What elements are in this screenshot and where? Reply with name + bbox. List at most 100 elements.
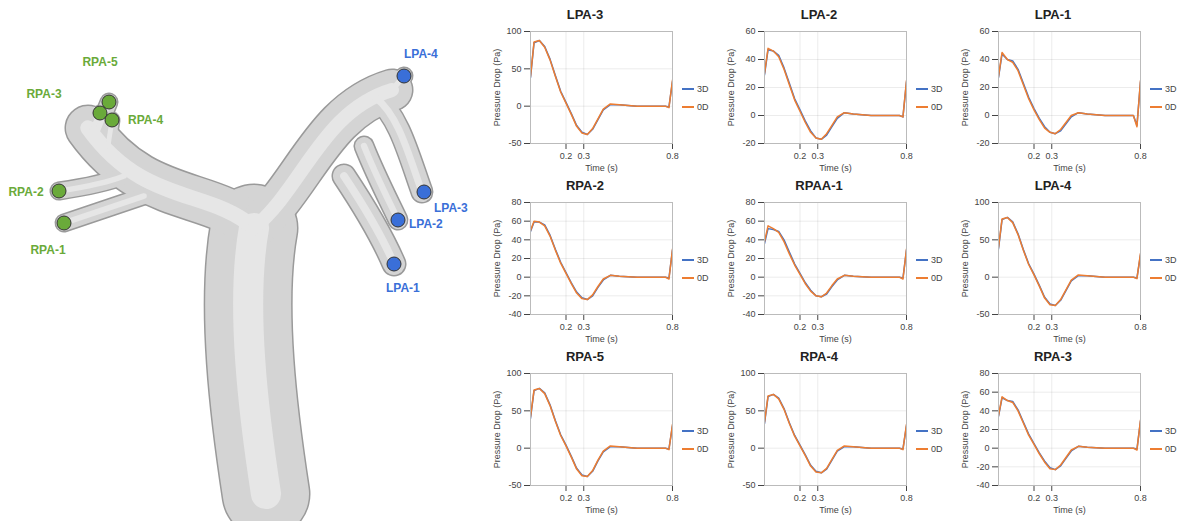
svg-text:Pressure Drop (Pa): Pressure Drop (Pa) <box>726 220 736 298</box>
svg-text:20: 20 <box>979 82 989 92</box>
svg-text:0: 0 <box>750 443 755 453</box>
svg-text:0.3: 0.3 <box>577 151 590 161</box>
svg-text:60: 60 <box>979 387 989 397</box>
svg-text:-20: -20 <box>976 462 989 472</box>
svg-text:Time (s): Time (s) <box>1053 163 1086 173</box>
svg-text:50: 50 <box>979 235 989 245</box>
svg-text:60: 60 <box>979 26 989 36</box>
svg-text:0.2: 0.2 <box>1028 151 1041 161</box>
svg-text:80: 80 <box>979 368 989 378</box>
svg-text:RPA-1: RPA-1 <box>30 243 65 257</box>
svg-text:40: 40 <box>979 406 989 416</box>
svg-text:40: 40 <box>511 235 521 245</box>
svg-text:Time (s): Time (s) <box>585 163 618 173</box>
svg-text:0.3: 0.3 <box>1045 322 1058 332</box>
svg-text:0: 0 <box>516 101 521 111</box>
svg-text:Time (s): Time (s) <box>585 334 618 344</box>
svg-text:-40: -40 <box>742 309 755 319</box>
svg-text:0.2: 0.2 <box>560 493 573 503</box>
svg-text:0.8: 0.8 <box>1134 322 1147 332</box>
svg-text:0.2: 0.2 <box>794 322 807 332</box>
svg-text:-50: -50 <box>742 480 755 490</box>
svg-text:50: 50 <box>511 64 521 74</box>
svg-text:Time (s): Time (s) <box>1053 505 1086 515</box>
svg-text:Time (s): Time (s) <box>819 163 852 173</box>
svg-text:0.3: 0.3 <box>811 493 824 503</box>
svg-text:-50: -50 <box>976 309 989 319</box>
svg-text:Pressure Drop (Pa): Pressure Drop (Pa) <box>960 49 970 127</box>
svg-text:LPA-4: LPA-4 <box>404 47 438 61</box>
svg-text:Time (s): Time (s) <box>819 505 852 515</box>
svg-text:100: 100 <box>974 197 989 207</box>
svg-text:0.8: 0.8 <box>666 493 679 503</box>
svg-text:0.3: 0.3 <box>811 151 824 161</box>
svg-text:0: 0 <box>750 110 755 120</box>
svg-text:20: 20 <box>511 253 521 263</box>
svg-text:50: 50 <box>745 406 755 416</box>
svg-text:LPA-2: LPA-2 <box>409 217 443 231</box>
svg-text:0.2: 0.2 <box>1028 493 1041 503</box>
svg-text:20: 20 <box>745 253 755 263</box>
svg-text:Time (s): Time (s) <box>1053 334 1086 344</box>
svg-text:0.3: 0.3 <box>811 322 824 332</box>
svg-text:0.8: 0.8 <box>666 151 679 161</box>
svg-text:0: 0 <box>516 272 521 282</box>
svg-text:LPA-1: LPA-1 <box>386 281 420 295</box>
svg-text:Pressure Drop (Pa): Pressure Drop (Pa) <box>726 391 736 469</box>
svg-text:0.3: 0.3 <box>1045 151 1058 161</box>
svg-text:0.2: 0.2 <box>560 322 573 332</box>
svg-text:100: 100 <box>740 368 755 378</box>
svg-text:40: 40 <box>745 54 755 64</box>
svg-text:0: 0 <box>984 443 989 453</box>
svg-text:-20: -20 <box>976 138 989 148</box>
svg-text:50: 50 <box>511 406 521 416</box>
svg-text:0.8: 0.8 <box>666 322 679 332</box>
svg-text:0.2: 0.2 <box>1028 322 1041 332</box>
svg-text:0.3: 0.3 <box>577 322 590 332</box>
svg-text:0.8: 0.8 <box>900 151 913 161</box>
svg-text:0.8: 0.8 <box>900 322 913 332</box>
svg-text:Pressure Drop (Pa): Pressure Drop (Pa) <box>960 391 970 469</box>
svg-text:20: 20 <box>979 424 989 434</box>
svg-text:Pressure Drop (Pa): Pressure Drop (Pa) <box>492 49 502 127</box>
svg-text:-20: -20 <box>508 291 521 301</box>
svg-text:100: 100 <box>506 26 521 36</box>
svg-text:0.8: 0.8 <box>1134 151 1147 161</box>
svg-text:0.8: 0.8 <box>1134 493 1147 503</box>
svg-text:40: 40 <box>979 54 989 64</box>
svg-text:60: 60 <box>745 216 755 226</box>
svg-text:20: 20 <box>745 82 755 92</box>
svg-text:Pressure Drop (Pa): Pressure Drop (Pa) <box>492 391 502 469</box>
svg-text:80: 80 <box>745 197 755 207</box>
svg-text:0.2: 0.2 <box>794 493 807 503</box>
svg-text:Pressure Drop (Pa): Pressure Drop (Pa) <box>726 49 736 127</box>
svg-text:0.2: 0.2 <box>794 151 807 161</box>
svg-text:40: 40 <box>745 235 755 245</box>
svg-text:-50: -50 <box>508 138 521 148</box>
svg-text:0.2: 0.2 <box>560 151 573 161</box>
svg-text:0: 0 <box>516 443 521 453</box>
svg-text:-50: -50 <box>508 480 521 490</box>
svg-text:0: 0 <box>984 110 989 120</box>
svg-text:RPA-5: RPA-5 <box>82 55 117 69</box>
svg-text:-20: -20 <box>742 291 755 301</box>
svg-text:0: 0 <box>750 272 755 282</box>
svg-text:Pressure Drop (Pa): Pressure Drop (Pa) <box>492 220 502 298</box>
svg-text:-20: -20 <box>742 138 755 148</box>
svg-text:0.3: 0.3 <box>1045 493 1058 503</box>
svg-text:RPA-2: RPA-2 <box>8 185 43 199</box>
svg-text:Time (s): Time (s) <box>819 334 852 344</box>
svg-text:60: 60 <box>745 26 755 36</box>
svg-text:RPA-4: RPA-4 <box>128 113 163 127</box>
svg-text:60: 60 <box>511 216 521 226</box>
svg-text:0.8: 0.8 <box>900 493 913 503</box>
svg-text:LPA-3: LPA-3 <box>434 201 468 215</box>
svg-text:-40: -40 <box>508 309 521 319</box>
svg-text:Time (s): Time (s) <box>585 505 618 515</box>
svg-text:0: 0 <box>984 272 989 282</box>
svg-text:-40: -40 <box>976 480 989 490</box>
svg-text:RPA-3: RPA-3 <box>26 87 61 101</box>
svg-text:0.3: 0.3 <box>577 493 590 503</box>
svg-text:Pressure Drop (Pa): Pressure Drop (Pa) <box>960 220 970 298</box>
svg-text:100: 100 <box>506 368 521 378</box>
